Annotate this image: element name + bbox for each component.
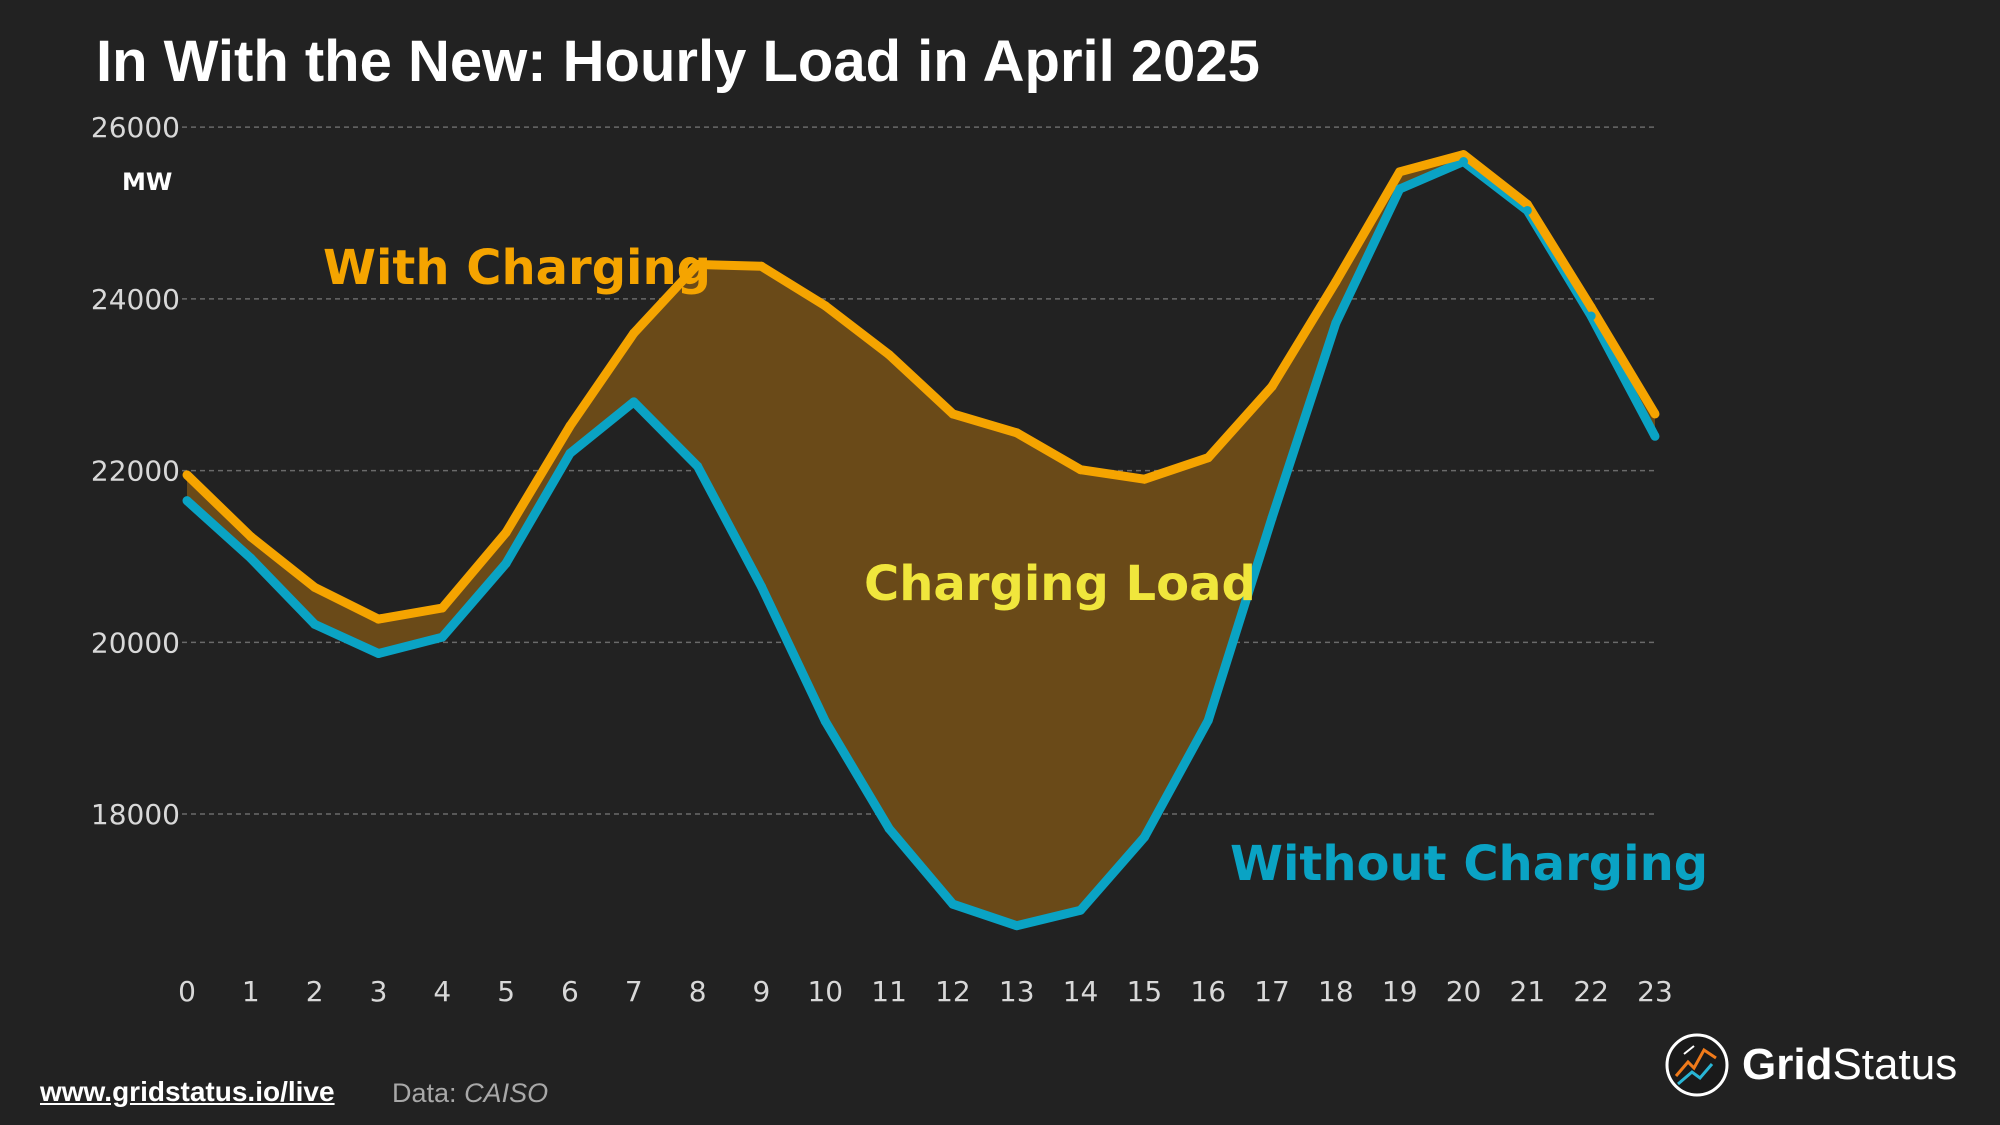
x-tick-label: 22 <box>1573 975 1609 1008</box>
brand-name-part2: Status <box>1832 1040 1958 1089</box>
data-point <box>501 527 511 537</box>
data-point <box>629 397 639 407</box>
brand-name-part1: Grid <box>1742 1040 1833 1089</box>
x-tick-label: 13 <box>999 975 1035 1008</box>
x-tick-label: 3 <box>370 975 388 1008</box>
data-point <box>1395 167 1405 177</box>
data-point <box>1650 409 1660 419</box>
series-line-with-charging <box>183 150 1659 624</box>
data-point <box>565 448 575 458</box>
x-axis-ticks: 0 1 2 3 4 5 6 7 8 9 10 11 12 13 14 15 16 17 18 19 20 21 22 23 <box>178 975 1673 1008</box>
x-tick-label: 4 <box>433 975 451 1008</box>
charging-load-area <box>187 154 1655 926</box>
grid-status-logo-icon <box>1665 1033 1729 1097</box>
brand-logo: GridStatus <box>1664 1030 1957 1100</box>
data-point <box>310 582 320 592</box>
x-tick-label: 0 <box>178 975 196 1008</box>
data-point <box>1586 302 1596 312</box>
source-label: Data: <box>392 1078 457 1108</box>
x-tick-label: 14 <box>1063 975 1099 1008</box>
series-line-without-charging <box>183 157 1659 931</box>
data-point <box>1012 428 1022 438</box>
x-tick-label: 7 <box>625 975 643 1008</box>
data-point <box>1139 832 1149 842</box>
y-tick-label: 18000 <box>91 798 180 831</box>
annotation-without-charging: Without Charging <box>1230 836 1708 892</box>
data-point <box>820 301 830 311</box>
data-point <box>373 648 383 658</box>
data-point <box>1650 431 1660 441</box>
data-point <box>1139 474 1149 484</box>
data-point <box>629 328 639 338</box>
data-point <box>182 470 192 480</box>
y-axis-unit-label: MW <box>122 168 172 196</box>
y-tick-label: 24000 <box>91 283 180 316</box>
data-point <box>1586 311 1596 321</box>
x-tick-label: 21 <box>1510 975 1546 1008</box>
data-point <box>437 603 447 613</box>
data-point <box>1331 318 1341 328</box>
data-point <box>310 619 320 629</box>
x-tick-label: 19 <box>1382 975 1418 1008</box>
y-axis-ticks: 18000 20000 22000 24000 26000 <box>91 111 180 831</box>
x-tick-label: 18 <box>1318 975 1354 1008</box>
x-tick-label: 1 <box>242 975 260 1008</box>
x-tick-label: 20 <box>1446 975 1482 1008</box>
data-point <box>1459 157 1469 167</box>
data-point <box>1522 205 1532 215</box>
data-point <box>1267 381 1277 391</box>
data-point <box>820 716 830 726</box>
x-tick-label: 8 <box>689 975 707 1008</box>
data-point <box>756 582 766 592</box>
data-point <box>693 461 703 471</box>
x-tick-label: 2 <box>306 975 324 1008</box>
data-point <box>246 553 256 563</box>
x-tick-label: 15 <box>1127 975 1163 1008</box>
data-point <box>1076 465 1086 475</box>
y-tick-label: 22000 <box>91 455 180 488</box>
x-tick-label: 10 <box>807 975 843 1008</box>
data-point <box>693 260 703 270</box>
x-tick-label: 9 <box>753 975 771 1008</box>
data-point <box>1459 150 1469 160</box>
footer-link[interactable]: www.gridstatus.io/live <box>40 1076 335 1107</box>
data-point <box>1203 715 1213 725</box>
data-point <box>948 899 958 909</box>
data-point <box>1395 184 1405 194</box>
data-point <box>756 261 766 271</box>
annotation-charging-load: Charging Load <box>864 556 1256 612</box>
y-tick-label: 26000 <box>91 111 180 144</box>
source-value: CAISO <box>464 1078 549 1108</box>
annotation-with-charging: With Charging <box>323 240 711 296</box>
data-point <box>1331 277 1341 287</box>
data-point <box>246 532 256 542</box>
x-tick-label: 17 <box>1254 975 1290 1008</box>
data-point <box>948 409 958 419</box>
data-point <box>884 824 894 834</box>
data-point <box>182 496 192 506</box>
data-point <box>1203 453 1213 463</box>
data-point <box>1012 921 1022 931</box>
data-point <box>884 350 894 360</box>
data-point <box>1076 905 1086 915</box>
y-tick-label: 20000 <box>91 626 180 659</box>
x-tick-label: 16 <box>1190 975 1226 1008</box>
x-tick-label: 11 <box>871 975 907 1008</box>
x-tick-label: 12 <box>935 975 971 1008</box>
footer-source: Data: CAISO <box>392 1078 548 1109</box>
data-point <box>501 558 511 568</box>
x-tick-label: 23 <box>1637 975 1673 1008</box>
data-point <box>1267 513 1277 523</box>
data-point <box>373 614 383 624</box>
x-tick-label: 5 <box>497 975 515 1008</box>
chart-title: In With the New: Hourly Load in April 20… <box>96 29 1260 94</box>
brand-name: GridStatus <box>1742 1040 1957 1090</box>
x-tick-label: 6 <box>561 975 579 1008</box>
data-point <box>565 421 575 431</box>
data-point <box>437 632 447 642</box>
